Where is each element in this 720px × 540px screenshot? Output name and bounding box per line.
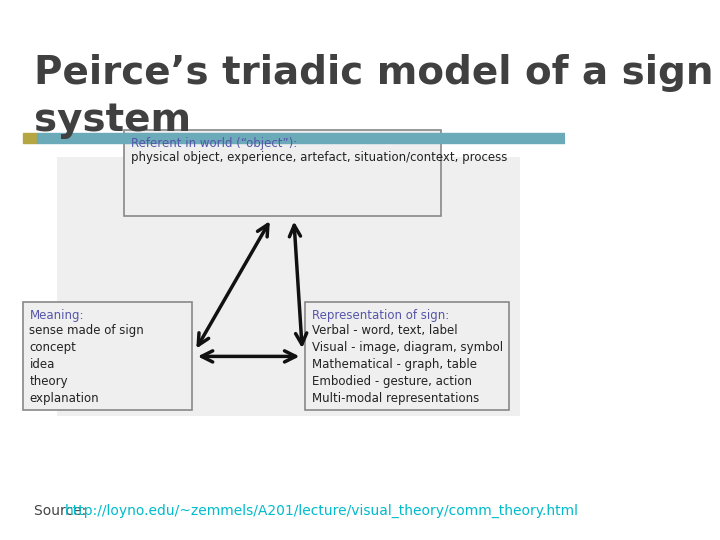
Text: Representation of sign:: Representation of sign:: [312, 309, 449, 322]
Text: http://loyno.edu/~zemmels/A201/lecture/visual_theory/comm_theory.html: http://loyno.edu/~zemmels/A201/lecture/v…: [65, 504, 579, 518]
Text: Source:: Source:: [34, 504, 91, 518]
Text: sense made of sign
concept
idea
theory
explanation: sense made of sign concept idea theory e…: [30, 324, 144, 405]
FancyBboxPatch shape: [22, 302, 192, 410]
Text: Verbal - word, text, label
Visual - image, diagram, symbol
Mathematical - graph,: Verbal - word, text, label Visual - imag…: [312, 324, 503, 405]
FancyBboxPatch shape: [56, 157, 520, 416]
Text: Peirce’s triadic model of a sign
system: Peirce’s triadic model of a sign system: [34, 54, 714, 139]
Text: Meaning:: Meaning:: [30, 309, 84, 322]
Bar: [22, 133, 37, 143]
Text: physical object, experience, artefact, situation/context, process: physical object, experience, artefact, s…: [131, 151, 508, 164]
FancyBboxPatch shape: [305, 302, 508, 410]
Bar: [37, 133, 565, 143]
Text: Referent in world (“object”):: Referent in world (“object”):: [131, 137, 297, 150]
FancyBboxPatch shape: [125, 130, 441, 216]
